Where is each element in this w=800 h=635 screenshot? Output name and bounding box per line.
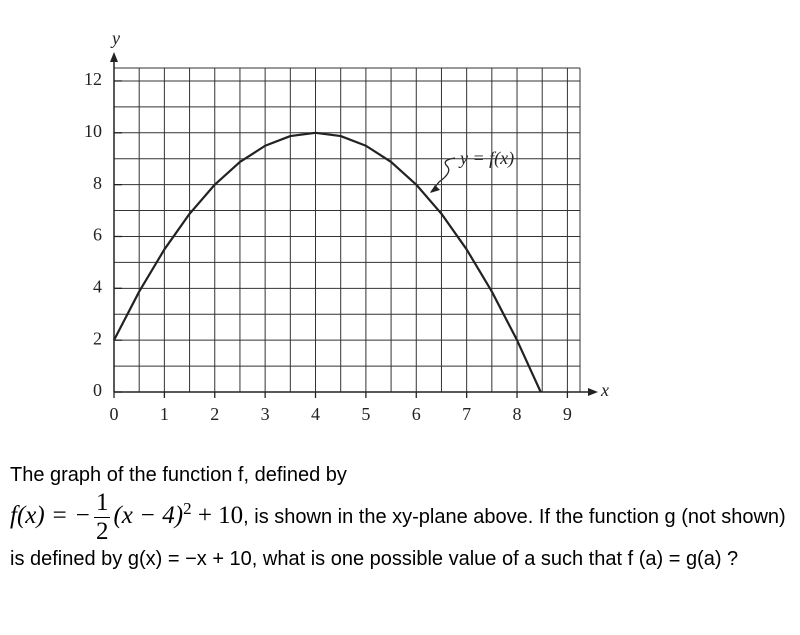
formula-tail: + 10	[197, 502, 244, 530]
x-tick-label: 4	[311, 404, 320, 424]
question-text: The graph of the function f, defined by	[10, 464, 347, 486]
y-tick-label: 10	[84, 121, 102, 141]
formula-lhs: f(x) = −	[10, 502, 91, 530]
y-tick-label: 12	[84, 69, 102, 89]
x-axis-label: x	[600, 380, 609, 400]
y-tick-label: 4	[93, 276, 102, 296]
y-tick-label: 6	[93, 225, 102, 245]
x-tick-label: 9	[563, 404, 572, 424]
x-tick-label: 3	[261, 404, 270, 424]
x-tick-label: 7	[462, 404, 471, 424]
curve	[113, 131, 542, 393]
exponent: 2	[183, 498, 192, 518]
annotation-pointer	[430, 157, 456, 193]
question: The graph of the function f, defined by f…	[10, 462, 790, 573]
formula-base: (x − 4)	[113, 502, 184, 530]
y-axis-arrow	[110, 52, 118, 62]
annotation-arrowhead	[430, 185, 440, 193]
formula: f(x) = −1 2 (x − 4)2 + 10	[10, 489, 243, 546]
numerator: 1	[93, 489, 111, 518]
x-axis-arrow	[588, 388, 598, 396]
y-axis-label: y	[110, 28, 120, 48]
y-tick-label: 8	[93, 173, 102, 193]
y-tick-label: 2	[93, 328, 102, 348]
denominator: 2	[95, 518, 109, 545]
x-tick-label: 5	[361, 404, 370, 424]
question-text: , is shown in the xy-plane above. If the…	[10, 505, 786, 570]
x-tick-label: 8	[513, 404, 522, 424]
x-tick-label: 6	[412, 404, 421, 424]
y-tick-label: 0	[93, 380, 102, 400]
x-tick-label: 1	[160, 404, 169, 424]
x-tick-label: 0	[110, 404, 119, 424]
x-tick-label: 2	[210, 404, 219, 424]
